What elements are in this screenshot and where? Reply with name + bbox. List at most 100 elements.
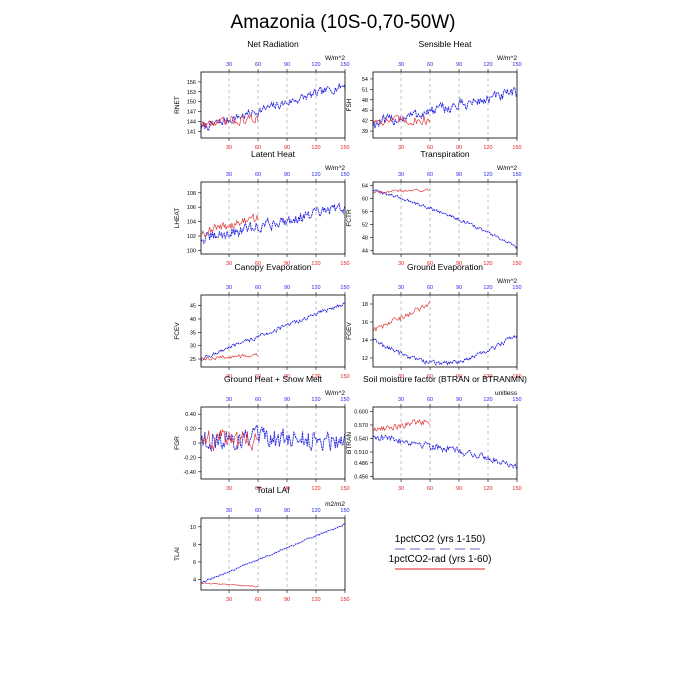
y-tick-label: 100 bbox=[187, 248, 196, 254]
panel-frame bbox=[200, 71, 346, 139]
x-tick-label-bottom: 60 bbox=[427, 486, 433, 492]
x-tick-label-bottom: 120 bbox=[311, 486, 320, 492]
panels: Net RadiationW/m^2RNET303060609090120120… bbox=[174, 39, 527, 603]
x-tick-label-bottom: 90 bbox=[456, 261, 462, 267]
panel-6: Ground Evaporation W/m^2 FGEV 30 30 60 60 90 90 1… bbox=[346, 262, 522, 380]
x-tick-label-top: 120 bbox=[311, 62, 320, 68]
x-tick-label-top: 120 bbox=[311, 397, 320, 403]
panel-frame bbox=[200, 406, 346, 480]
panel-title: Transpiration bbox=[420, 149, 470, 159]
x-tick-label-top: 60 bbox=[255, 62, 261, 68]
y-tick-label: 150 bbox=[187, 100, 196, 106]
x-tick-label-top: 150 bbox=[340, 397, 349, 403]
x-tick-label-bottom: 120 bbox=[311, 597, 320, 603]
x-tick-label-top: 90 bbox=[284, 508, 290, 514]
series-line-1pctCO2-rad bbox=[372, 418, 431, 432]
panel-5: Canopy Evaporation FCEV 30 30 60 60 90 90 120 120… bbox=[174, 262, 350, 380]
panel-unit: W/m^2 bbox=[497, 55, 517, 62]
x-tick-label-top: 150 bbox=[340, 172, 349, 178]
y-tick-label: 64 bbox=[362, 183, 368, 189]
x-tick-label-bottom: 30 bbox=[226, 486, 232, 492]
x-tick-label-top: 90 bbox=[284, 62, 290, 68]
x-tick-label-bottom: 120 bbox=[483, 261, 492, 267]
y-tick-label: 6 bbox=[193, 560, 196, 566]
x-tick-label-top: 90 bbox=[284, 172, 290, 178]
x-tick-label-top: 60 bbox=[255, 285, 261, 291]
x-tick-label-bottom: 60 bbox=[427, 261, 433, 267]
panel-2: Sensible Heat W/m^2 FSH 30 30 60 60 90 90 120 120 1… bbox=[346, 39, 522, 151]
x-tick-label-top: 150 bbox=[340, 62, 349, 68]
y-tick-label: 48 bbox=[362, 98, 368, 104]
x-tick-label-bottom: 60 bbox=[255, 145, 261, 151]
x-tick-label-bottom: 90 bbox=[284, 261, 290, 267]
x-tick-label-bottom: 120 bbox=[483, 145, 492, 151]
x-tick-label-top: 60 bbox=[255, 397, 261, 403]
x-tick-label-top: 90 bbox=[456, 397, 462, 403]
y-tick-label: -0.20 bbox=[183, 455, 196, 461]
x-tick-label-bottom: 90 bbox=[284, 374, 290, 380]
page-title: Amazonia (10S-0,70-50W) bbox=[231, 12, 456, 33]
panel-frame bbox=[372, 294, 518, 368]
x-tick-label-bottom: 90 bbox=[284, 597, 290, 603]
panel-frame bbox=[372, 71, 518, 139]
panel-title: Sensible Heat bbox=[419, 39, 473, 49]
legend: 1pctCO2 (yrs 1-150) 1pctCO2-rad (yrs 1-6… bbox=[389, 534, 491, 570]
x-tick-label-top: 150 bbox=[512, 285, 521, 291]
x-tick-label-bottom: 30 bbox=[226, 597, 232, 603]
x-tick-label-bottom: 150 bbox=[340, 261, 349, 267]
x-tick-label-top: 150 bbox=[512, 62, 521, 68]
y-axis-label: FSH bbox=[346, 98, 353, 111]
y-tick-label: 16 bbox=[362, 320, 368, 326]
y-tick-label: 60 bbox=[362, 196, 368, 202]
x-tick-label-top: 120 bbox=[311, 172, 320, 178]
x-tick-label-bottom: 120 bbox=[483, 486, 492, 492]
x-tick-label-top: 150 bbox=[340, 285, 349, 291]
series-line-1pctCO2 bbox=[372, 334, 518, 366]
y-tick-label: 48 bbox=[362, 236, 368, 242]
y-tick-label: 35 bbox=[190, 330, 196, 336]
y-tick-label: 8 bbox=[193, 542, 196, 548]
x-tick-label-top: 150 bbox=[340, 508, 349, 514]
x-tick-label-top: 60 bbox=[427, 172, 433, 178]
x-tick-label-bottom: 30 bbox=[398, 145, 404, 151]
y-tick-label: 156 bbox=[187, 80, 196, 86]
x-tick-label-top: 30 bbox=[398, 172, 404, 178]
panel-frame bbox=[372, 406, 518, 480]
panel-title: Latent Heat bbox=[251, 149, 296, 159]
y-tick-label: 12 bbox=[362, 356, 368, 362]
x-tick-label-top: 150 bbox=[512, 397, 521, 403]
panel-unit: W/m^2 bbox=[497, 165, 517, 172]
y-tick-label: 25 bbox=[190, 357, 196, 363]
panel-unit: W/m^2 bbox=[325, 390, 345, 397]
panel-3: Latent Heat W/m^2 LHEAT 30 30 60 60 90 90 120 120 1… bbox=[174, 149, 350, 267]
panel-4: Transpiration W/m^2 FCTR 30 30 60 60 90 90 120 120… bbox=[346, 149, 522, 267]
panel-frame bbox=[372, 181, 518, 255]
series-line-1pctCO2 bbox=[201, 523, 346, 584]
x-tick-label-bottom: 120 bbox=[483, 374, 492, 380]
x-tick-label-bottom: 120 bbox=[311, 261, 320, 267]
y-axis-label: RNET bbox=[174, 96, 181, 114]
y-tick-label: 42 bbox=[362, 119, 368, 125]
panel-frame bbox=[200, 181, 346, 255]
y-tick-label: 0.600 bbox=[354, 410, 368, 416]
x-tick-label-top: 30 bbox=[226, 172, 232, 178]
panel-8: Soil moisture factor (BTRAN or BTRANMN) u… bbox=[346, 374, 527, 492]
x-tick-label-bottom: 90 bbox=[456, 374, 462, 380]
x-tick-label-bottom: 90 bbox=[284, 145, 290, 151]
series-line-1pctCO2-rad bbox=[372, 300, 431, 332]
x-tick-label-top: 120 bbox=[483, 397, 492, 403]
x-tick-label-top: 30 bbox=[398, 62, 404, 68]
x-tick-label-bottom: 150 bbox=[340, 486, 349, 492]
panel-unit: W/m^2 bbox=[497, 278, 517, 285]
y-tick-label: 0.510 bbox=[354, 450, 368, 456]
y-axis-label: BTRAN bbox=[346, 432, 353, 454]
panel-title: Total LAI bbox=[256, 485, 289, 495]
y-tick-label: 4 bbox=[193, 577, 196, 583]
y-tick-label: 52 bbox=[362, 223, 368, 229]
panel-frame bbox=[200, 294, 346, 368]
x-tick-label-top: 90 bbox=[284, 285, 290, 291]
y-tick-label: 54 bbox=[362, 77, 368, 83]
x-tick-label-top: 30 bbox=[226, 397, 232, 403]
y-tick-label: 44 bbox=[362, 249, 368, 255]
y-tick-label: 141 bbox=[187, 129, 196, 135]
